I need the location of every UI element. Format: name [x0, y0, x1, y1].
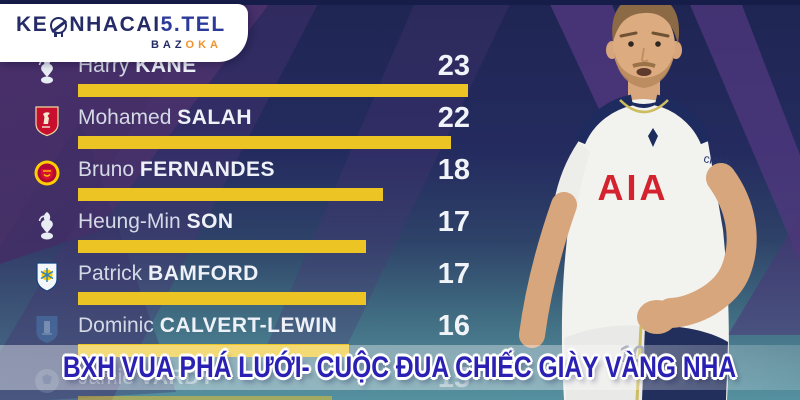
scorer-row: Heung-Min SON 17 [30, 206, 470, 259]
everton-badge-icon [32, 313, 62, 347]
scorer-row: Patrick BAMFORD 17 [30, 258, 470, 311]
goals-count: 18 [437, 154, 470, 186]
player-last-name: CALVERT-LEWIN [159, 314, 338, 337]
goals-bar [78, 136, 451, 149]
player-first-name: Heung-Min [78, 210, 181, 233]
player-last-name: FERNANDES [139, 158, 276, 181]
top-edge-bar [0, 0, 800, 5]
harry-kane-photo: AIA cinch 10 [519, 0, 800, 400]
player-last-name: VARDY [140, 366, 214, 389]
shirt-sponsor-text: AIA [598, 167, 669, 208]
goals-bar [78, 292, 366, 305]
goals-count: 22 [437, 102, 470, 134]
player-first-name: Dominic [78, 314, 154, 337]
tottenham-badge-icon [32, 209, 62, 243]
goals-bar [78, 396, 332, 400]
brand-tagline: BAZOKA [16, 39, 234, 51]
scorer-row: Jamie VARDY 15 [30, 362, 470, 400]
player-first-name: Patrick [78, 262, 143, 285]
mouth [636, 68, 652, 76]
player-first-name: Mohamed [78, 106, 172, 129]
goals-bar [78, 344, 349, 357]
chevron-shape [688, 0, 800, 262]
shorts-number-text: 10 [618, 341, 645, 368]
beard [614, 52, 674, 88]
liverpool-badge-icon [32, 105, 62, 139]
scorer-row: Bruno FERNANDES 18 [30, 154, 470, 207]
player-first-name: Bruno [78, 158, 135, 181]
brand-wordmark: KE NHACAI 5.TEL [16, 13, 234, 37]
club-crest-on-shirt [648, 128, 658, 147]
goals-count: 17 [437, 258, 470, 290]
chevron-shape [728, 215, 800, 335]
brand-prefix: KE [16, 13, 49, 36]
hair [612, 0, 680, 44]
goals-count: 23 [437, 50, 470, 82]
leeds-badge-icon [32, 261, 62, 295]
globe-mascot-icon [50, 16, 68, 37]
headline-text: BXH VUA PHÁ LƯỚI- CUỘC ĐUA CHIẾC GIÀY VÀ… [63, 350, 737, 384]
brand-suffix: NHACAI [69, 13, 161, 36]
goals-bar [78, 188, 383, 201]
face [613, 7, 675, 85]
tagline-accent: OKA [185, 39, 222, 51]
player-last-name: BAMFORD [148, 262, 259, 285]
scorer-row: Dominic CALVERT-LEWIN 16 [30, 310, 470, 363]
player-first-name: Jamie [78, 366, 134, 389]
scorer-row: Mohamed SALAH 22 [30, 102, 470, 155]
keonhacai-logo: KE NHACAI 5.TEL BAZOKA [0, 4, 248, 62]
fist [637, 300, 677, 334]
player-last-name: SALAH [177, 106, 253, 129]
leicester-badge-icon [32, 365, 62, 399]
goals-count: 16 [437, 310, 470, 342]
headline-banner: BXH VUA PHÁ LƯỚI- CUỘC ĐUA CHIẾC GIÀY VÀ… [0, 345, 800, 390]
tagline-dark: BAZ [150, 39, 186, 51]
goals-count: 17 [437, 206, 470, 238]
goals-bar [78, 84, 468, 97]
brand-tld: 5.TEL [160, 13, 226, 36]
goals-bar [78, 240, 366, 253]
man-united-badge-icon [32, 157, 62, 191]
goals-count: 15 [438, 362, 470, 395]
player-last-name: SON [186, 210, 234, 233]
